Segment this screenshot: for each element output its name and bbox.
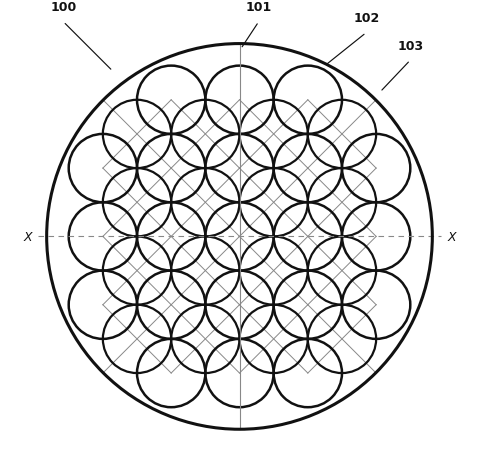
Text: 103: 103 [397, 40, 423, 53]
Text: 102: 102 [353, 12, 379, 25]
Text: X: X [23, 231, 32, 244]
Text: 100: 100 [50, 1, 76, 14]
Text: 101: 101 [246, 1, 272, 14]
Text: X: X [447, 231, 456, 244]
